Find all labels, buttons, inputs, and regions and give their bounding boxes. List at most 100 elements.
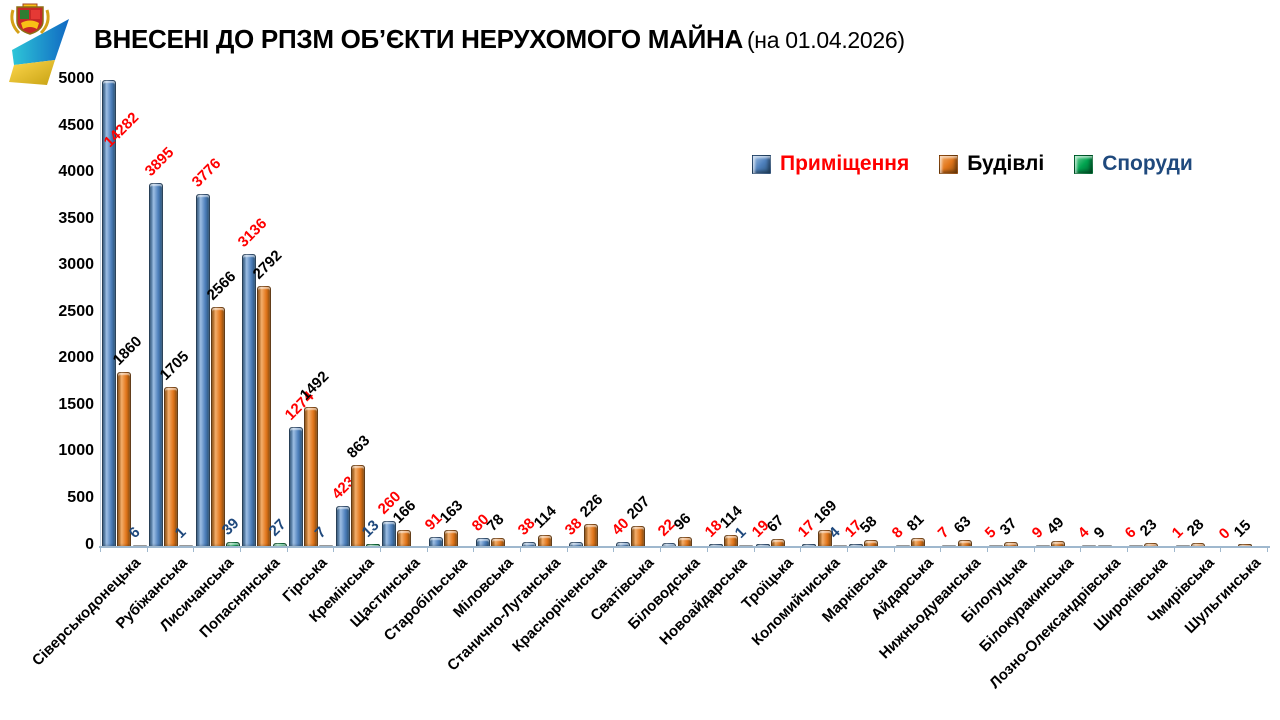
bar-value-label: 23 — [1137, 516, 1161, 541]
x-axis-tick — [286, 546, 288, 552]
bar-value-label: 226 — [576, 491, 607, 522]
bar-buildings — [210, 306, 225, 546]
bar-structures — [319, 544, 334, 546]
x-axis-tick — [660, 546, 662, 552]
x-axis-tick — [333, 546, 335, 552]
bar-value-label: 7 — [935, 523, 954, 542]
x-axis-tick — [1033, 546, 1035, 552]
bar-buildings — [397, 530, 412, 546]
x-axis-tick — [426, 546, 428, 552]
x-axis-tick — [1126, 546, 1128, 552]
bar-value-label: 38 — [561, 514, 586, 539]
chart-title: ВНЕСЕНІ ДО РПЗМ ОБ’ЄКТИ НЕРУХОМОГО МАЙНА… — [94, 24, 905, 55]
x-axis-tick — [240, 546, 242, 552]
bar-premises — [1129, 544, 1144, 546]
bar-premises — [569, 541, 583, 546]
bar-buildings — [1237, 544, 1252, 546]
bar-value-label: 2792 — [250, 246, 286, 283]
bar-premises — [242, 253, 257, 546]
y-axis-label: 2500 — [58, 302, 94, 320]
bar-buildings — [724, 534, 739, 546]
legend-label-premises: Приміщення — [780, 152, 910, 175]
luhansk-region-logo — [9, 3, 69, 85]
bar-buildings — [164, 386, 179, 546]
x-axis-tick — [1267, 546, 1268, 552]
bar-buildings — [630, 526, 645, 546]
chart-title-main: ВНЕСЕНІ ДО РПЗМ ОБ’ЄКТИ НЕРУХОМОГО МАЙНА — [94, 24, 743, 54]
y-axis-label: 3500 — [58, 209, 94, 227]
x-axis-tick — [986, 546, 988, 552]
bar-value-label: 169 — [810, 496, 841, 527]
y-axis-label: 1500 — [58, 395, 94, 413]
bar-structures — [272, 543, 287, 546]
bar-buildings — [864, 540, 879, 546]
bar-premises — [755, 543, 770, 546]
y-axis-label: 4000 — [58, 163, 94, 181]
bar-structures — [832, 544, 847, 546]
bar-buildings — [1191, 542, 1206, 546]
bar-buildings — [677, 536, 692, 546]
bar-value-label: 1492 — [296, 367, 333, 404]
bar-value-label: 3776 — [188, 155, 224, 191]
legend-marker-structures-icon — [1074, 154, 1094, 174]
bar-premises — [102, 80, 117, 546]
bar-structures — [739, 544, 754, 546]
category-label: Новоайдарська — [656, 553, 751, 648]
category-label: Старобільська — [380, 553, 471, 644]
x-axis-tick — [800, 546, 802, 552]
bar-buildings — [257, 285, 272, 546]
bar-premises — [1035, 544, 1050, 546]
legend: Приміщення Будівлі Споруди — [752, 152, 1193, 176]
bar-buildings — [304, 406, 319, 546]
bar-premises — [475, 538, 490, 546]
legend-label-buildings: Будівлі — [967, 152, 1045, 175]
bar-structures — [132, 544, 147, 546]
bar-value-label: 9 — [1028, 523, 1047, 542]
x-axis-tick — [706, 546, 708, 552]
bar-buildings — [444, 530, 459, 546]
bar-buildings — [770, 539, 785, 546]
bar-premises — [662, 543, 677, 546]
bar-premises — [428, 537, 443, 546]
bar-premises — [709, 543, 724, 546]
bar-value-label: 81 — [903, 510, 928, 535]
x-axis-tick — [893, 546, 895, 552]
bar-structures — [179, 544, 194, 546]
bar-premises — [335, 506, 350, 546]
bar-value-label: 3895 — [141, 143, 178, 180]
x-axis-tick — [613, 546, 615, 552]
y-axis-label: 4500 — [58, 116, 94, 134]
bar-buildings — [350, 465, 365, 546]
bar-value-label: 15 — [1230, 516, 1255, 541]
bar-premises — [195, 193, 210, 546]
x-axis-tick — [566, 546, 568, 552]
bar-buildings — [910, 537, 925, 546]
bar-premises — [802, 543, 817, 546]
y-axis-label: 1000 — [58, 442, 94, 460]
x-axis-tick — [1173, 546, 1175, 552]
bar-premises — [942, 544, 957, 546]
bar-premises — [522, 541, 537, 546]
bar-value-label: 9 — [1090, 523, 1109, 542]
bar-structures — [225, 541, 240, 546]
bar-value-label: 78 — [483, 511, 508, 535]
bar-buildings — [1004, 542, 1019, 546]
chart-title-date: (на 01.04.2026) — [746, 27, 905, 53]
bar-premises — [1082, 544, 1097, 546]
legend-item-structures: Споруди — [1074, 152, 1193, 176]
bar-value-label: 40 — [608, 514, 633, 539]
bar-buildings — [490, 538, 505, 546]
y-axis-label: 3000 — [58, 256, 94, 274]
y-axis-line — [100, 80, 101, 546]
x-axis-tick — [753, 546, 755, 552]
bar-value-label: 28 — [1183, 515, 1208, 540]
bar-premises — [382, 521, 397, 546]
y-axis-label: 500 — [67, 488, 94, 506]
x-axis-tick — [146, 546, 148, 552]
x-axis-tick — [520, 546, 522, 552]
bar-premises — [288, 426, 303, 546]
bar-premises — [1175, 544, 1190, 546]
bar-value-label: 3136 — [234, 214, 271, 251]
